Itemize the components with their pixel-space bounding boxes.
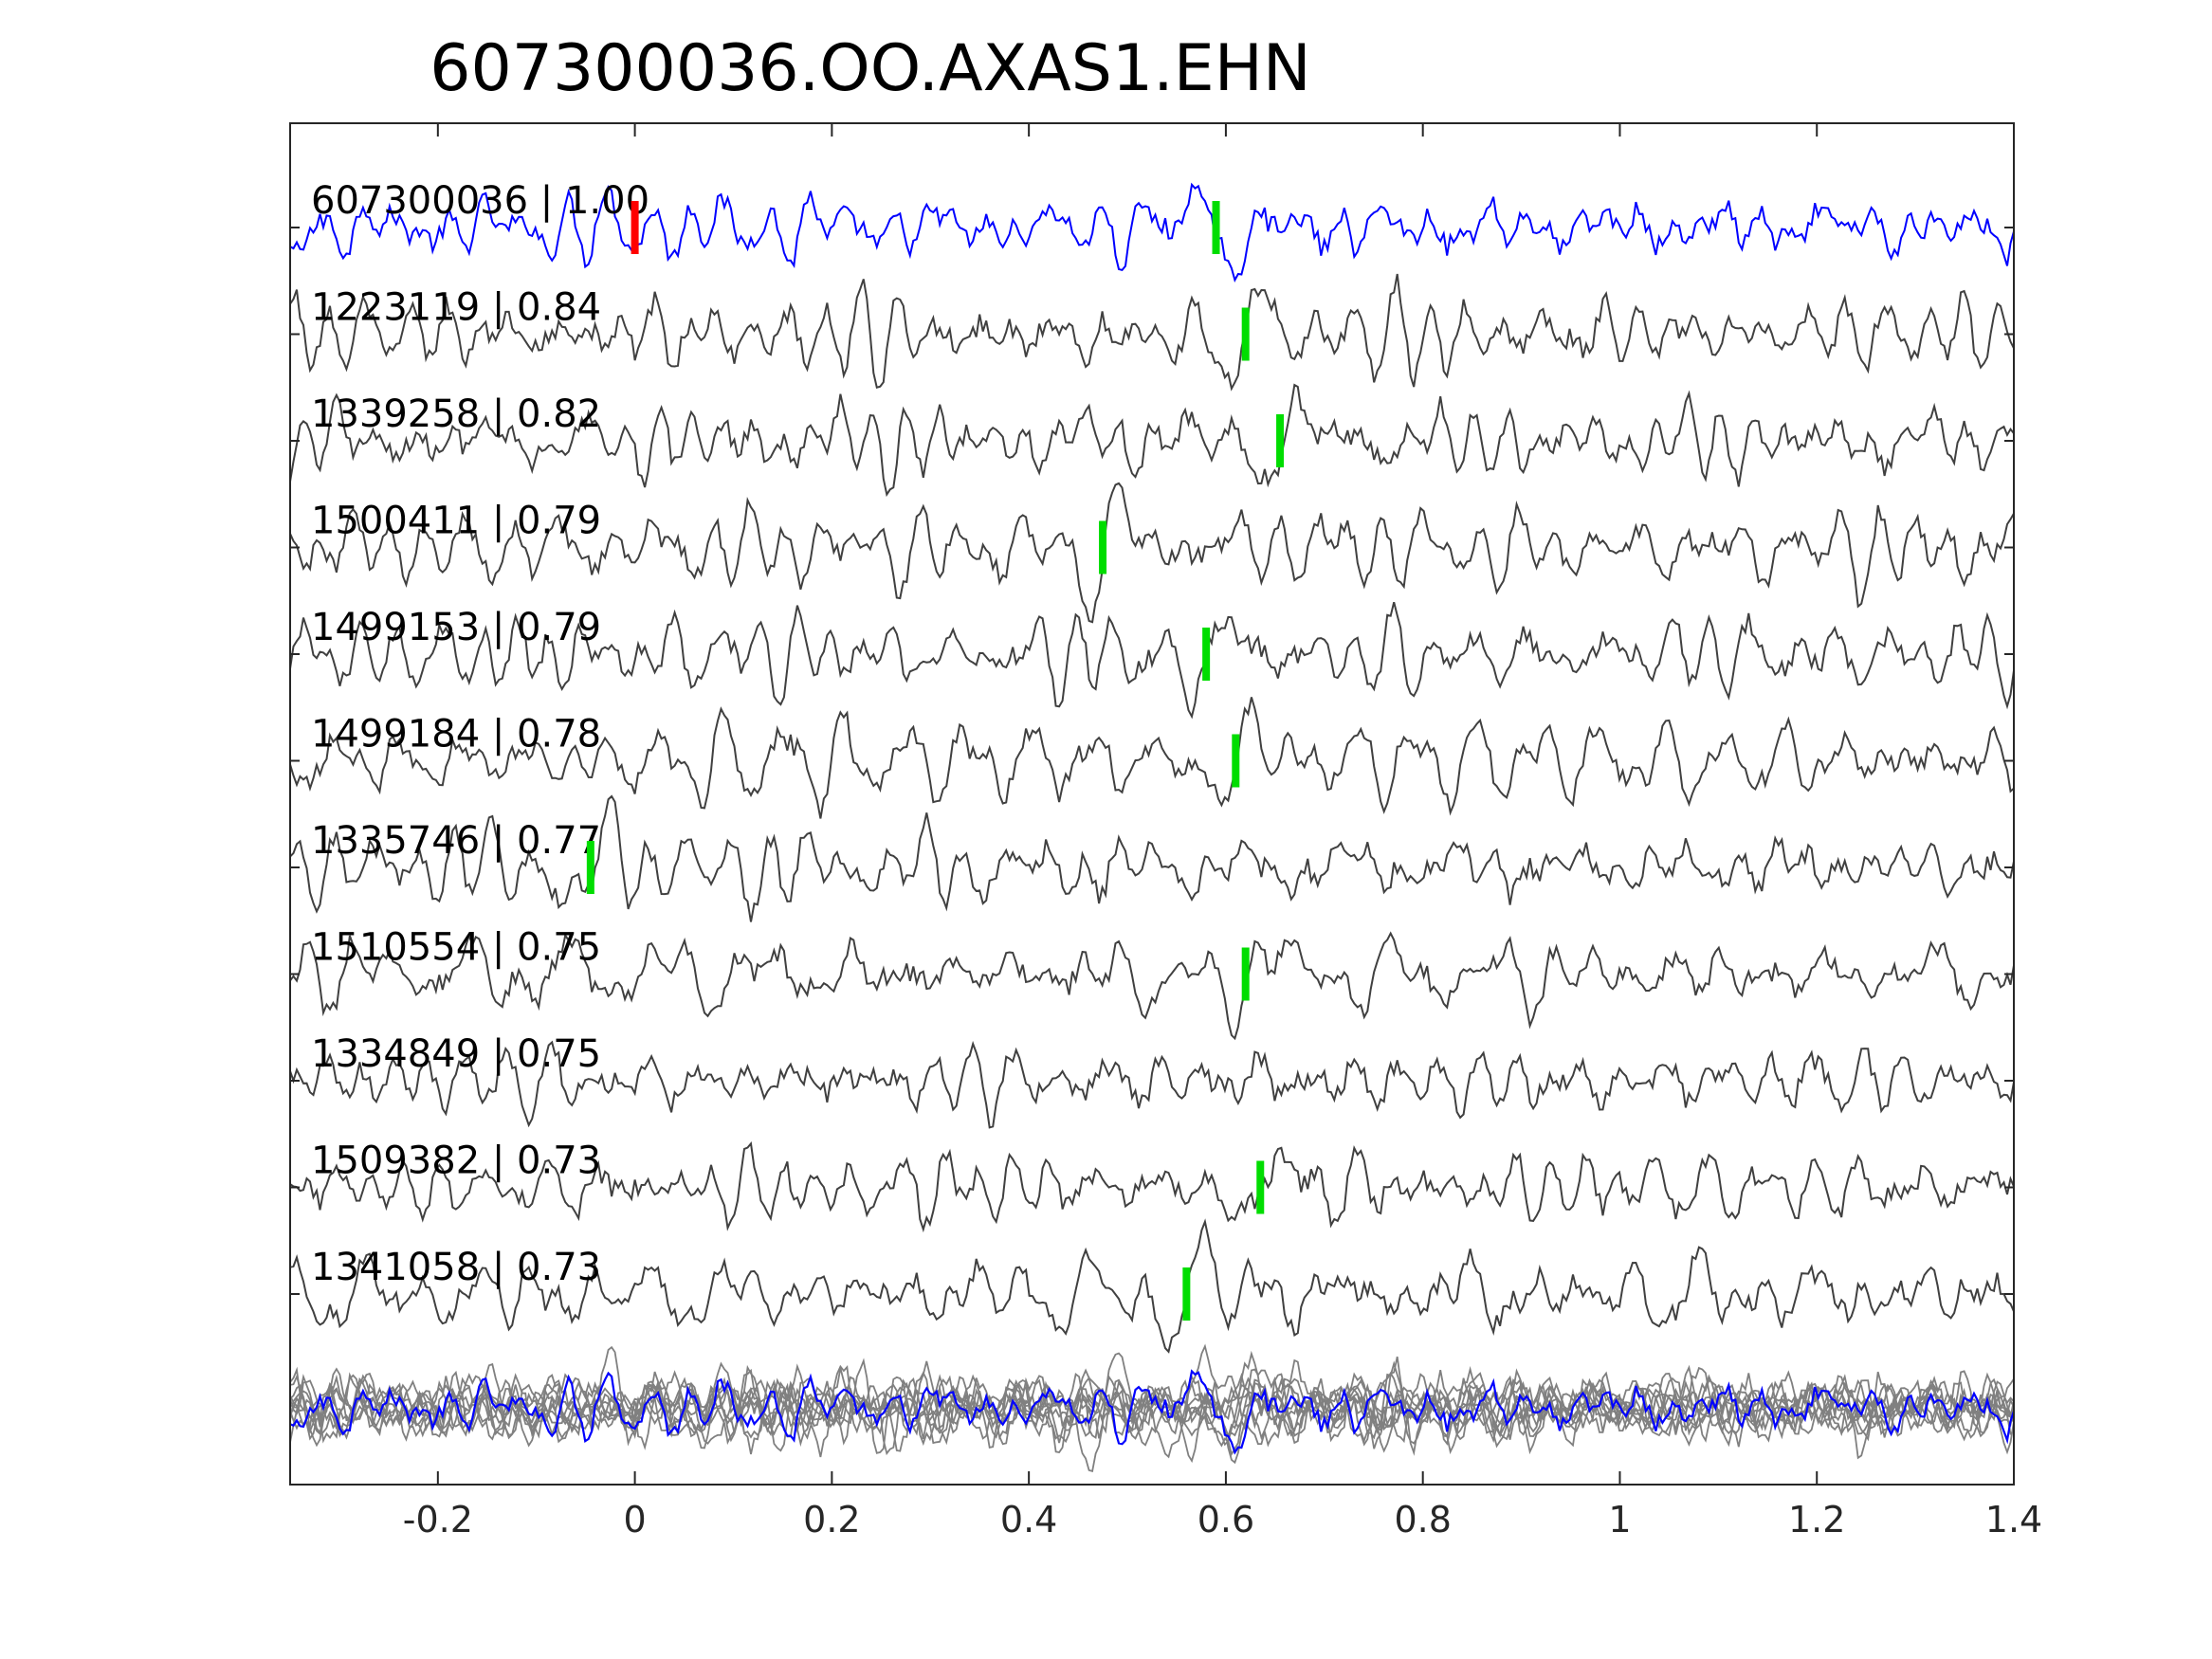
trace-line-1510554 (290, 931, 2014, 1041)
trace-line-1334849 (290, 1040, 2014, 1129)
trace-line-1500411 (290, 482, 2014, 624)
x-tick-label: 0 (624, 1499, 647, 1540)
plot-frame (289, 122, 2015, 1486)
trace-label-1510554: 1510554 | 0.75 (311, 926, 601, 970)
trace-label-1339258: 1339258 | 0.82 (311, 392, 601, 436)
trace-line-1223119 (290, 273, 2014, 392)
trace-label-1223119: 1223119 | 0.84 (311, 286, 601, 330)
trace-line-1339258 (290, 383, 2014, 498)
trace-label-1499184: 1499184 | 0.78 (311, 713, 601, 757)
trace-label-1341058: 1341058 | 0.73 (311, 1246, 601, 1289)
trace-label-607300036: 607300036 | 1.00 (311, 179, 649, 223)
x-tick-label: 0.4 (1000, 1499, 1057, 1540)
trace-label-layer: 607300036 | 1.00 1223119 | 0.84 1339258 | … (311, 179, 649, 1289)
trace-label-1499153: 1499153 | 0.79 (311, 606, 601, 649)
x-tick-label: 0.2 (803, 1499, 860, 1540)
x-tick-label: 0.6 (1197, 1499, 1254, 1540)
trace-label-1500411: 1500411 | 0.79 (311, 500, 601, 543)
x-axis: -0.2 0 0.2 0.4 0.6 0.8 1 1.2 1.4 (290, 123, 2042, 1540)
trace-line-607300036 (290, 182, 2014, 283)
overlay-line-607300036 (290, 1369, 2014, 1455)
overlay-line-1341058 (290, 1343, 2014, 1459)
stack-overlay (290, 1343, 2014, 1473)
overlay-line-1499153 (290, 1360, 2014, 1464)
x-tick-label: 1.2 (1788, 1499, 1845, 1540)
trace-layer (290, 182, 2014, 1354)
trace-line-1335746 (290, 794, 2014, 922)
trace-line-1341058 (290, 1218, 2014, 1354)
x-tick-label: 0.8 (1394, 1499, 1451, 1540)
pick-layer (586, 201, 1285, 1321)
trace-line-1499184 (290, 697, 2014, 819)
trace-label-1509382: 1509382 | 0.73 (311, 1139, 601, 1183)
x-tick-label: 1 (1608, 1499, 1631, 1540)
trace-label-1335746: 1335746 | 0.77 (311, 819, 601, 863)
trace-line-1509382 (290, 1141, 2014, 1233)
chart-title: 607300036.OO.AXAS1.EHN (430, 31, 1311, 106)
trace-label-1334849: 1334849 | 0.75 (311, 1032, 601, 1076)
x-tick-label: -0.2 (403, 1499, 473, 1540)
x-tick-label: 1.4 (1985, 1499, 2042, 1540)
trace-line-1499153 (290, 601, 2014, 720)
